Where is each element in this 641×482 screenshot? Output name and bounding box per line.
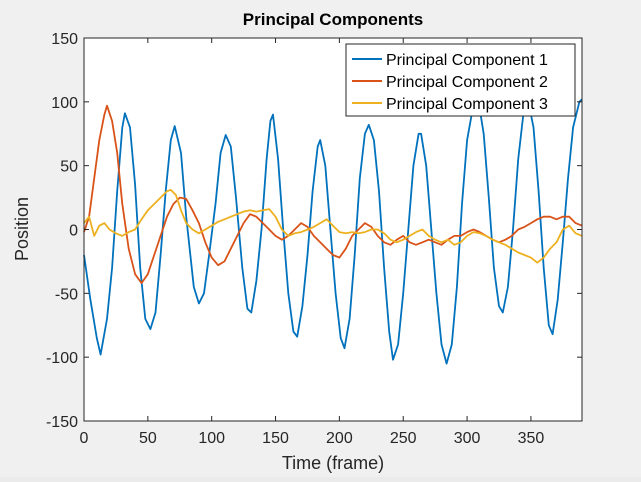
- x-tick-label: 150: [262, 430, 289, 447]
- x-tick-label: 0: [80, 430, 89, 447]
- y-tick-label: 50: [60, 159, 78, 176]
- series-line-3: [83, 189, 583, 264]
- y-axis-label: Position: [12, 197, 32, 261]
- legend-label-2: Principal Component 2: [386, 74, 548, 91]
- x-tick-label: 300: [454, 430, 481, 447]
- legend[interactable]: Principal Component 1 Principal Component…: [345, 43, 576, 117]
- x-tick-label: 250: [390, 430, 417, 447]
- y-tick-label: 100: [51, 95, 78, 112]
- x-ticks: 0 50 100 150 200 250 300 350: [80, 38, 545, 447]
- y-tick-label: -100: [46, 350, 78, 367]
- series-layer: [83, 98, 583, 365]
- chart-title: Principal Components: [243, 10, 423, 29]
- x-tick-label: 200: [326, 430, 353, 447]
- x-tick-label: 50: [139, 430, 157, 447]
- legend-label-3: Principal Component 3: [386, 96, 548, 113]
- legend-box: [345, 43, 576, 117]
- x-tick-label: 100: [198, 430, 225, 447]
- x-tick-label: 350: [518, 430, 545, 447]
- x-axis-label: Time (frame): [282, 453, 384, 473]
- legend-label-1: Principal Component 1: [386, 52, 548, 69]
- y-tick-label: 150: [51, 31, 78, 48]
- series-line-1: [83, 98, 583, 365]
- y-tick-label: -50: [55, 286, 78, 303]
- y-ticks: -150 -100 -50 0 50 100 150: [46, 31, 582, 431]
- y-tick-label: 0: [69, 223, 78, 240]
- y-tick-label: -150: [46, 414, 78, 431]
